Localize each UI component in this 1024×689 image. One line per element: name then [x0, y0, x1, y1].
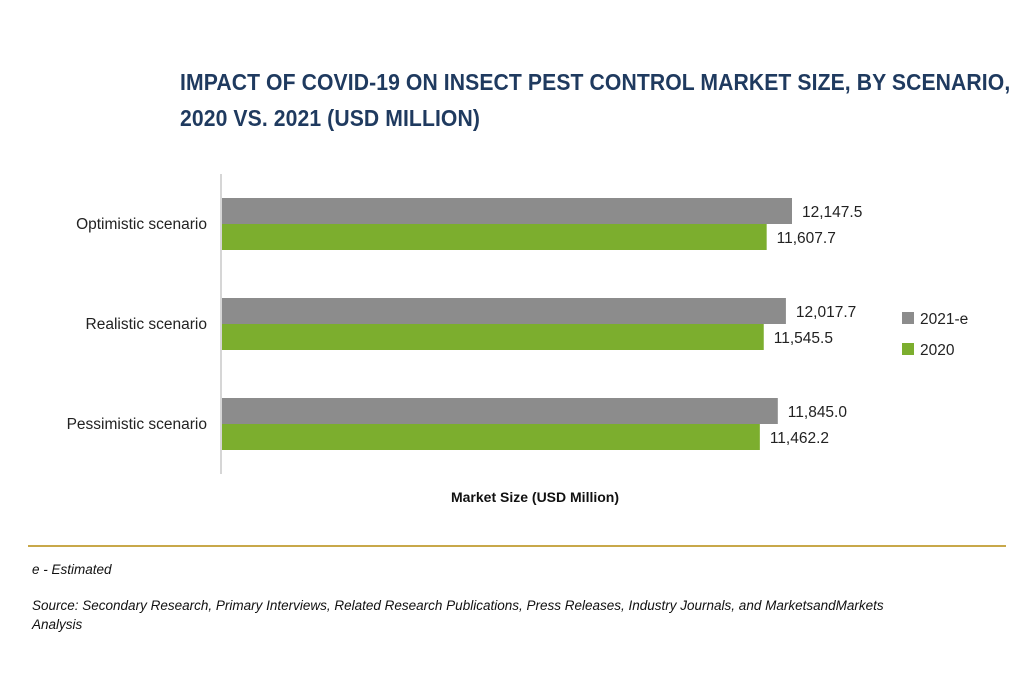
legend-label-2021-e: 2021-e [920, 311, 968, 328]
category-label-pessimistic-scenario: Pessimistic scenario [67, 416, 207, 433]
chart-title-line-2: 2020 VS. 2021 (USD MILLION) [180, 105, 481, 131]
bar-chart: 12,147.5 11,607.7 12,017.7 11,545.5 11,845.0… [67, 174, 968, 505]
x-axis-label: Market Size (USD Million) [451, 489, 619, 505]
source-note: Source: Secondary Research, Primary Inte… [32, 598, 884, 632]
category-label-realistic-scenario: Realistic scenario [86, 316, 207, 333]
bar-2021-e-optimistic-scenario [222, 198, 792, 224]
chart-title-line-1: IMPACT OF COVID-19 ON INSECT PEST CONTRO… [180, 69, 1011, 95]
bar-2020-pessimistic-scenario [222, 424, 760, 450]
bar-2020-realistic-scenario [222, 324, 764, 350]
bar-2021-e-pessimistic-scenario [222, 398, 778, 424]
footer-divider [28, 545, 1006, 547]
legend: 2021-e 2020 [902, 311, 968, 359]
data-label-2021-e-realistic-scenario: 12,017.7 [796, 304, 856, 321]
data-label-2021-e-optimistic-scenario: 12,147.5 [802, 204, 862, 221]
data-label-2021-e-pessimistic-scenario: 11,845.0 [788, 404, 848, 421]
chart-title: IMPACT OF COVID-19 ON INSECT PEST CONTRO… [180, 64, 1011, 136]
bars-group: 12,147.5 11,607.7 12,017.7 11,545.5 11,845.0… [222, 198, 862, 450]
footnote: e - Estimated [32, 562, 112, 577]
category-label-optimistic-scenario: Optimistic scenario [76, 216, 207, 233]
legend-label-2020: 2020 [920, 342, 955, 359]
data-label-2020-realistic-scenario: 11,545.5 [774, 330, 833, 347]
data-label-2020-optimistic-scenario: 11,607.7 [777, 230, 836, 247]
legend-swatch-2021-e [902, 312, 914, 324]
bar-2020-optimistic-scenario [222, 224, 767, 250]
category-labels: Optimistic scenario Realistic scenario Pes… [67, 216, 207, 433]
legend-swatch-2020 [902, 343, 914, 355]
data-label-2020-pessimistic-scenario: 11,462.2 [770, 430, 829, 447]
bar-2021-e-realistic-scenario [222, 298, 786, 324]
